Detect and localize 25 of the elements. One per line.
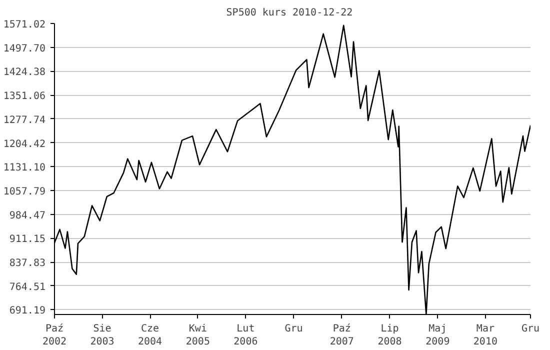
y-tick-label: 1204.42 [3,138,46,150]
y-tick-label: 984.47 [9,210,46,222]
x-tick-label: Gru [521,324,540,334]
y-tick-label: 1351.06 [3,91,46,102]
x-tick-label: Mar 2010 [473,324,498,348]
x-tick-label: Lip 2008 [378,324,402,348]
x-tick-label: Cze 2004 [138,324,162,348]
y-tick-label: 1497.70 [3,43,46,54]
x-tick-label: Paź 2002 [42,322,67,348]
y-tick-label: 1571.02 [3,20,46,30]
y-tick-label: 1131.10 [3,162,46,174]
x-tick-label: Gru [284,324,303,334]
y-tick-label: 1277.74 [3,114,46,126]
x-tick-label: Sie 2003 [90,324,114,348]
y-tick-label: 1057.79 [3,186,46,198]
x-tick-label: Maj 2009 [426,324,450,348]
x-tick-label: Kwi 2005 [186,324,210,348]
x-tick-label: Paź 2007 [330,322,354,348]
chart-title: SP500 kurs 2010-12-22 [226,8,353,18]
y-tick-label: 764.51 [9,282,46,293]
y-tick-label: 911.15 [9,234,46,246]
y-tick-label: 1424.38 [3,67,46,78]
y-tick-label: 837.83 [9,258,46,270]
x-tick-label: Lut 2006 [234,324,258,348]
y-tick-label: 691.19 [9,306,46,317]
